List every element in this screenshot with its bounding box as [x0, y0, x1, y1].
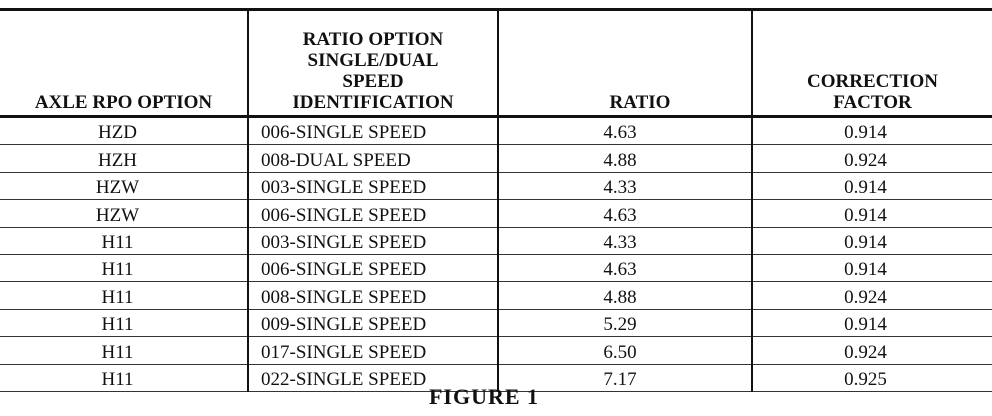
table-cell: 003-SINGLE SPEED [247, 172, 498, 201]
table-cell: HZW [0, 172, 248, 201]
table-cell: 017-SINGLE SPEED [247, 336, 498, 365]
header-line: CORRECTION [807, 71, 938, 92]
header-line: AXLE RPO OPTION [34, 92, 213, 113]
table-row: HZD 006-SINGLE SPEED 4.63 0.914 [0, 116, 992, 146]
table-cell: 4.88 [497, 281, 752, 310]
table-row: H11 009-SINGLE SPEED 5.29 0.914 [0, 309, 992, 338]
header-line: IDENTIFICATION [292, 92, 454, 113]
table-cell: H11 [0, 254, 248, 283]
table-body: HZD 006-SINGLE SPEED 4.63 0.914 HZH 008-DUAL … [0, 116, 992, 392]
table-row: H11 003-SINGLE SPEED 4.33 0.914 [0, 227, 992, 255]
figure-caption: FIGURE 1 [428, 384, 540, 409]
header-row: AXLE RPO OPTION RATIO OPTION SINGLE/DUAL SP… [0, 9, 992, 118]
table-cell: 0.914 [751, 227, 992, 255]
table-cell: 0.914 [751, 309, 992, 338]
header-cell: AXLE RPO OPTION [0, 9, 248, 118]
table-cell: 006-SINGLE SPEED [247, 254, 498, 283]
table-cell: H11 [0, 364, 248, 392]
table-cell: H11 [0, 336, 248, 365]
header-line: FACTOR [833, 92, 912, 113]
table-row: HZW 006-SINGLE SPEED 4.63 0.914 [0, 199, 992, 228]
table-cell: 0.914 [751, 172, 992, 201]
table-cell: H11 [0, 227, 248, 255]
table-cell: 5.29 [497, 309, 752, 338]
table-cell: 4.63 [497, 199, 752, 228]
table-cell: 006-SINGLE SPEED [247, 116, 498, 146]
table-cell: HZW [0, 199, 248, 228]
header-line: RATIO OPTION [302, 29, 444, 50]
header-line: RATIO [609, 92, 671, 113]
table-cell: 0.914 [751, 254, 992, 283]
table-cell: 0.924 [751, 336, 992, 365]
table-cell: 0.925 [751, 364, 992, 392]
header-cell: RATIO [497, 9, 752, 118]
table-row: H11 006-SINGLE SPEED 4.63 0.914 [0, 254, 992, 283]
table-cell: 4.63 [497, 254, 752, 283]
table-row: HZW 003-SINGLE SPEED 4.33 0.914 [0, 172, 992, 201]
correction-table: AXLE RPO OPTION RATIO OPTION SINGLE/DUAL SP… [0, 8, 992, 392]
table-row: H11 022-SINGLE SPEED 7.17 0.925 [0, 364, 992, 392]
table-cell: 4.88 [497, 144, 752, 173]
table-cell: 009-SINGLE SPEED [247, 309, 498, 338]
table-cell: 022-SINGLE SPEED [247, 364, 498, 392]
table-cell: 0.924 [751, 281, 992, 310]
table-cell: 0.924 [751, 144, 992, 173]
table-cell: 4.63 [497, 116, 752, 146]
header-cell: RATIO OPTION SINGLE/DUAL SPEED IDENTIFICATI… [247, 9, 498, 118]
table-cell: 006-SINGLE SPEED [247, 199, 498, 228]
table-cell: 008-DUAL SPEED [247, 144, 498, 173]
table-cell: 4.33 [497, 227, 752, 255]
table-row: H11 008-SINGLE SPEED 4.88 0.924 [0, 281, 992, 310]
header-line: SPEED [342, 71, 404, 92]
table-cell: 0.914 [751, 116, 992, 146]
header-cell: CORRECTION FACTOR [751, 9, 992, 118]
table-cell: H11 [0, 281, 248, 310]
table-row: HZH 008-DUAL SPEED 4.88 0.924 [0, 144, 992, 173]
table-cell: HZD [0, 116, 248, 146]
header-line: SINGLE/DUAL [307, 50, 439, 71]
table-cell: 008-SINGLE SPEED [247, 281, 498, 310]
table-cell: 003-SINGLE SPEED [247, 227, 498, 255]
table-cell: 0.914 [751, 199, 992, 228]
table-cell: HZH [0, 144, 248, 173]
table-cell: 7.17 [497, 364, 752, 392]
table-cell: H11 [0, 309, 248, 338]
table-cell: 4.33 [497, 172, 752, 201]
table-row: H11 017-SINGLE SPEED 6.50 0.924 [0, 336, 992, 365]
table-cell: 6.50 [497, 336, 752, 365]
